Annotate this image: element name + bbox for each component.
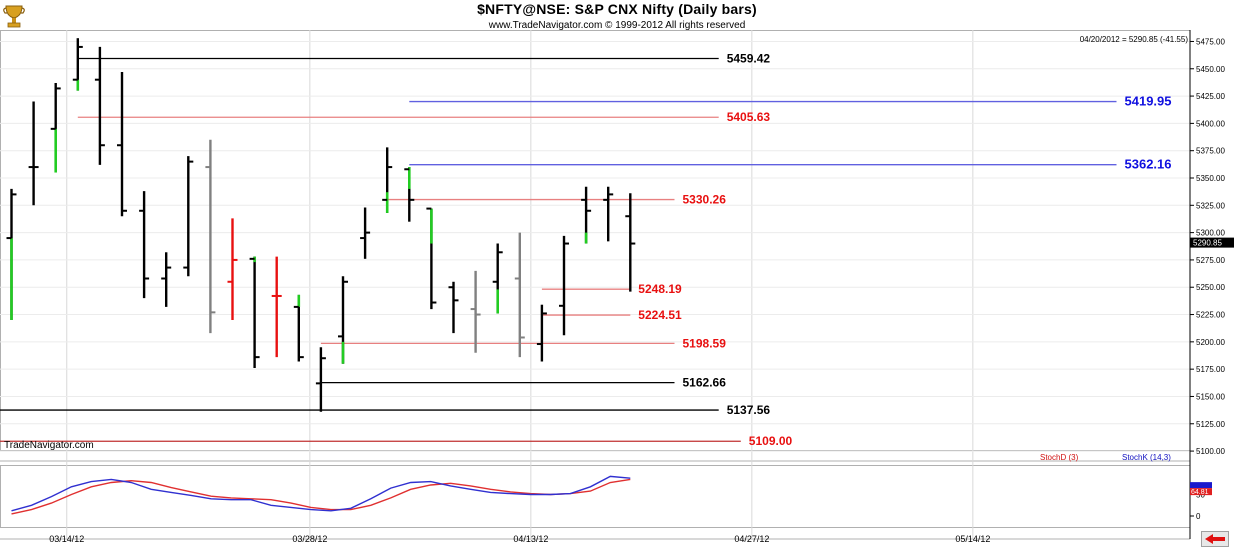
y-tick-label: 5250.00 [1196, 283, 1225, 292]
level-label: 5137.56 [727, 403, 771, 417]
y-tick-label: 5350.00 [1196, 174, 1225, 183]
ohlc-bar [492, 243, 503, 314]
y-tick-label: 5375.00 [1196, 147, 1225, 156]
y-tick-label: 5450.00 [1196, 65, 1225, 74]
ohlc-bar [28, 101, 39, 206]
chart-subtitle: www.TradeNavigator.com © 1999-2012 All r… [488, 20, 746, 31]
ohlc-bar [536, 304, 547, 362]
ohlc-bar [625, 193, 636, 292]
x-tick-label: 03/28/12 [292, 534, 327, 544]
chart-title: $NFTY@NSE: S&P CNX Nifty (Daily bars) [477, 1, 757, 17]
ohlc-bar [603, 186, 614, 242]
ohlc-bar [94, 46, 105, 165]
level-label: 5419.95 [1125, 94, 1172, 109]
ohlc-bar [514, 232, 525, 358]
y-tick-label: 5475.00 [1196, 37, 1225, 46]
ohlc-bar [338, 276, 348, 364]
stoch-last-value: 64.81 [1191, 489, 1209, 496]
y-tick-label: 5100.00 [1196, 447, 1225, 456]
ohlc-bar [50, 82, 61, 173]
brand-label: TradeNavigator.com [4, 440, 94, 451]
y-tick-label: 5400.00 [1196, 119, 1225, 128]
ohlc-bar [448, 281, 459, 334]
level-label: 5459.42 [727, 51, 771, 65]
last-price-value: 5290.85 [1193, 239, 1222, 248]
x-tick-label: 03/14/12 [49, 534, 84, 544]
ohlc-bar [139, 191, 150, 299]
y-tick-label: 5275.00 [1196, 256, 1225, 265]
y-tick-label: 5200.00 [1196, 338, 1225, 347]
stoch-k-marker [1190, 482, 1212, 489]
y-tick-label: 5225.00 [1196, 311, 1225, 320]
x-tick-label: 04/27/12 [734, 534, 769, 544]
stoch-d-legend: StochD (3) [1040, 453, 1079, 462]
x-tick-label: 04/13/12 [513, 534, 548, 544]
ohlc-bar [470, 270, 481, 353]
trophy-logo-icon [3, 5, 25, 28]
ohlc-bar [72, 38, 83, 91]
y-tick-label: 5300.00 [1196, 229, 1225, 238]
ohlc-bar [404, 167, 415, 222]
ohlc-bar [161, 252, 172, 307]
ohlc-bar [249, 256, 260, 369]
y-tick-label: 5125.00 [1196, 420, 1225, 429]
ohlc-bar [271, 256, 282, 358]
stoch-d-line [11, 478, 631, 515]
ohlc-bar [559, 235, 569, 336]
ohlc-bar [426, 207, 437, 310]
ohlc-bar [183, 156, 194, 277]
stoch-k-line [11, 475, 631, 512]
scroll-left-arrow-icon[interactable] [1201, 531, 1229, 547]
level-label: 5109.00 [749, 434, 793, 448]
level-label: 5248.19 [638, 282, 682, 296]
last-price-marker [1190, 237, 1234, 248]
y-tick-label: 5150.00 [1196, 392, 1225, 401]
ohlc-bar [382, 147, 393, 213]
level-label: 5198.59 [683, 336, 727, 350]
ohlc-bar [315, 347, 326, 412]
ohlc-bar [6, 188, 17, 320]
ohlc-bar [117, 72, 127, 217]
y-tick-label: 5325.00 [1196, 201, 1225, 210]
level-label: 5330.26 [683, 193, 727, 207]
ohlc-bar [293, 294, 304, 362]
y-tick-label: 5425.00 [1196, 92, 1225, 101]
stoch-d-marker [1190, 488, 1212, 496]
ohlc-bar [227, 218, 238, 320]
y-tick-label: 5175.00 [1196, 365, 1225, 374]
level-label: 5405.63 [727, 110, 771, 124]
ohlc-bar [205, 139, 216, 334]
stoch-tick-label: 0 [1196, 512, 1201, 521]
level-label: 5224.51 [638, 308, 682, 322]
ohlc-bar [360, 207, 371, 259]
level-label: 5162.66 [683, 376, 727, 390]
x-tick-label: 05/14/12 [955, 534, 990, 544]
last-price-info: 04/20/2012 = 5290.85 (-41.55) [1079, 35, 1188, 44]
level-label: 5362.16 [1125, 157, 1172, 172]
stoch-k-legend: StochK (14,3) [1122, 453, 1171, 462]
ohlc-bar [581, 186, 592, 244]
